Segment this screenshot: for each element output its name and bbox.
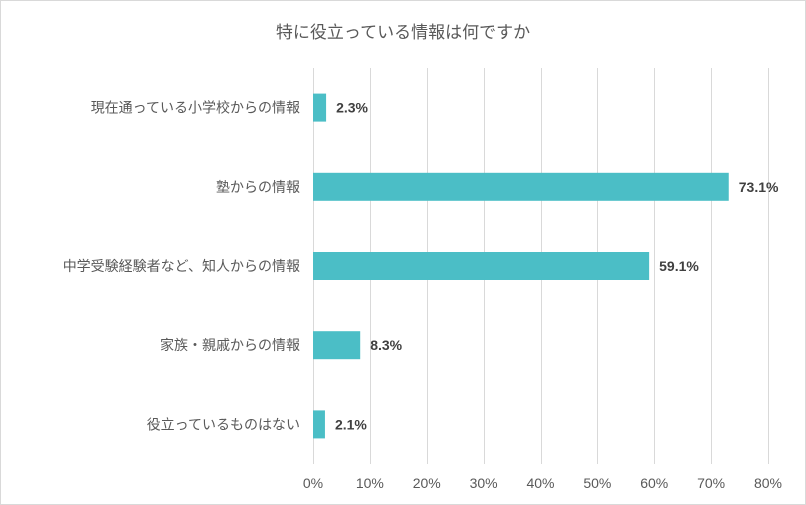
x-tick-label: 70%: [697, 475, 725, 491]
category-label: 中学受験経験者など、知人からの情報: [63, 258, 300, 275]
x-tick-label: 30%: [470, 475, 498, 491]
bar: [313, 172, 729, 201]
x-tick-label: 20%: [413, 475, 441, 491]
data-label: 8.3%: [370, 337, 402, 353]
bar: [313, 410, 325, 439]
category-labels: 現在通っている小学校からの情報塾からの情報中学受験経験者など、知人からの情報家族…: [63, 100, 300, 434]
x-tick-label: 40%: [526, 475, 554, 491]
bar: [313, 252, 650, 280]
x-tick-label: 80%: [754, 475, 782, 491]
bars: [313, 93, 729, 439]
bar: [313, 331, 361, 360]
chart-title: 特に役立っている情報は何ですか: [275, 23, 531, 43]
x-tick-label: 50%: [583, 475, 611, 491]
category-label: 塾からの情報: [216, 180, 300, 196]
x-tick-label: 10%: [356, 475, 384, 491]
category-label: 家族・親戚からの情報: [160, 337, 300, 354]
x-tick-label: 60%: [640, 475, 668, 491]
data-label: 73.1%: [739, 179, 779, 195]
x-tick-label: 0%: [303, 475, 323, 491]
category-label: 役立っているものはない: [147, 417, 300, 433]
x-tick-labels: 0% 10% 20% 30% 40% 50% 60% 70% 80%: [303, 475, 782, 491]
bar: [313, 93, 327, 122]
category-label: 現在通っている小学校からの情報: [91, 100, 300, 117]
data-label: 2.3%: [336, 100, 368, 116]
data-labels: 2.3% 73.1% 59.1% 8.3% 2.1%: [335, 100, 779, 433]
data-label: 2.1%: [335, 416, 367, 432]
data-label: 59.1%: [659, 258, 699, 274]
